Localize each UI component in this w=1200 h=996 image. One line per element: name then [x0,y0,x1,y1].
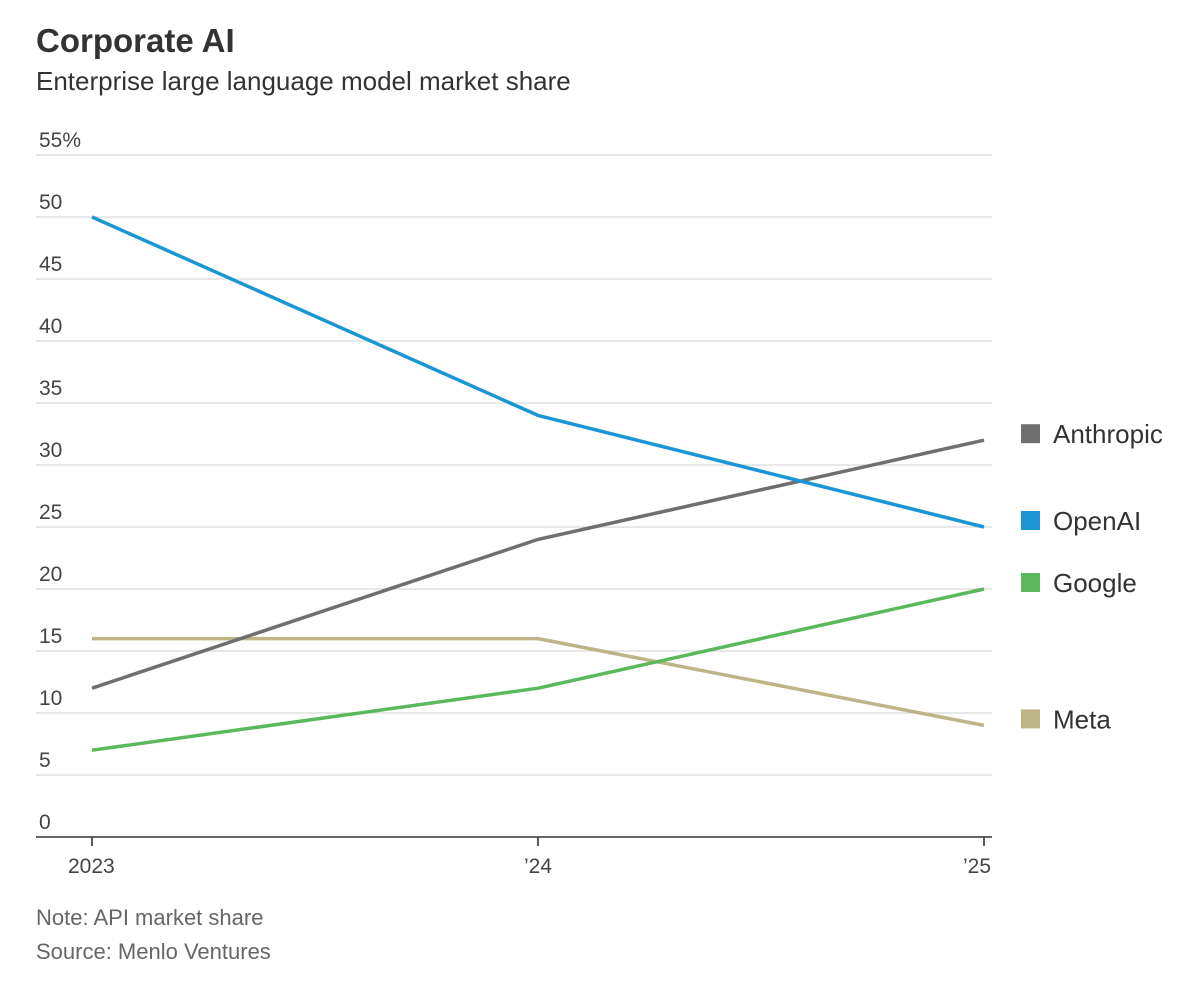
y-axis-ticks: 0 5 10 15 20 25 30 35 40 45 50 55% [39,129,81,834]
series-line-openai [91,215,985,529]
y-tick-label-40: 40 [39,315,62,338]
chart-note: Note: API market share [36,905,264,930]
y-tick-label-20: 20 [39,563,62,586]
y-tick-label-25: 25 [39,501,62,524]
legend-label-anthropic: Anthropic [1053,419,1163,449]
y-tick-label-35: 35 [39,377,62,400]
x-tick-label-2023: 2023 [68,855,115,878]
y-tick-label-45: 45 [39,253,62,276]
x-tick-label-2025: ’25 [963,855,991,878]
y-tick-label-10: 10 [39,687,62,710]
grid-lines [36,154,992,776]
legend: Anthropic OpenAI Google Meta [1021,419,1163,734]
x-axis: 2023 ’24 ’25 [36,836,992,878]
x-tick-label-2024: ’24 [524,855,552,878]
series-line-anthropic [91,438,985,690]
y-tick-label-30: 30 [39,439,62,462]
series-lines [91,215,985,752]
series-line-meta [92,636,985,728]
chart-title: Corporate AI [36,22,235,59]
legend-swatch-google [1021,573,1040,592]
y-tick-label-0: 0 [39,811,51,834]
y-tick-label-15: 15 [39,625,62,648]
y-tick-label-5: 5 [39,749,51,772]
chart-subtitle: Enterprise large language model market s… [36,66,571,96]
y-tick-label-55: 55% [39,129,81,152]
y-tick-label-50: 50 [39,191,62,214]
legend-swatch-anthropic [1021,424,1040,444]
line-chart: 0 5 10 15 20 25 30 35 40 45 50 55% 2023 ’24 ’25 Anthr… [36,129,1163,878]
chart-source: Source: Menlo Ventures [36,939,271,964]
legend-label-google: Google [1053,568,1137,598]
legend-label-meta: Meta [1053,704,1111,734]
legend-label-openai: OpenAI [1053,506,1141,536]
legend-swatch-meta [1021,709,1040,729]
series-line-google [91,587,985,752]
legend-swatch-openai [1021,511,1040,530]
